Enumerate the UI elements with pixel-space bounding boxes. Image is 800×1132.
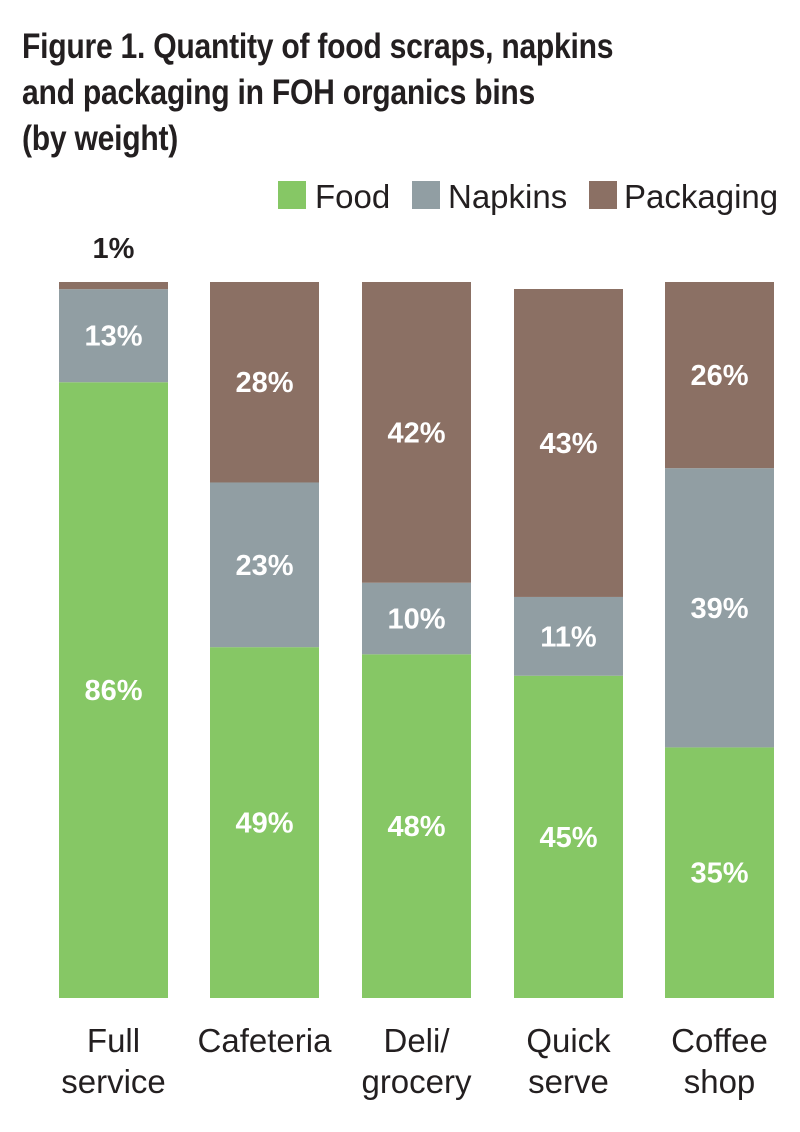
legend-swatch-packaging — [589, 181, 617, 209]
legend: Food Napkins Packaging — [278, 178, 778, 215]
data-label: 13% — [84, 321, 142, 353]
bar-segment-napkins — [362, 582, 471, 655]
data-label: 28% — [235, 367, 293, 399]
chart-title-line: (by weight) — [22, 119, 179, 158]
category-labels: Full service Cafeteria Deli/grocery Quick ser… — [61, 1022, 768, 1100]
category-label: Full — [87, 1022, 140, 1059]
bar-segment-packaging — [362, 282, 471, 583]
bar-segment-napkins — [665, 468, 774, 748]
category-label: Deli/ — [383, 1022, 450, 1059]
chart-title-line: Figure 1. Quantity of food scraps, napki… — [22, 27, 614, 66]
chart-title-line: and packaging in FOH organics bins — [22, 73, 536, 112]
data-label: 86% — [84, 675, 142, 707]
data-label: 43% — [539, 428, 597, 460]
legend-swatch-napkins — [412, 181, 440, 209]
legend-label-food: Food — [315, 178, 390, 215]
bars — [59, 282, 774, 998]
bar-segment-food — [59, 382, 168, 998]
category-label: shop — [684, 1063, 756, 1100]
legend-label-packaging: Packaging — [624, 178, 778, 215]
data-label: 11% — [540, 621, 597, 653]
category-label: grocery — [361, 1063, 472, 1100]
data-label: 49% — [235, 808, 293, 840]
legend-swatch-food — [278, 181, 306, 209]
data-label: 10% — [387, 604, 445, 636]
category-label: serve — [528, 1063, 609, 1100]
category-label: Quick — [526, 1022, 611, 1059]
bar-segment-packaging — [514, 289, 623, 597]
bar-segment-packaging — [665, 282, 774, 469]
data-label: 42% — [387, 417, 445, 449]
bar-segment-packaging — [210, 282, 319, 483]
category-label: service — [61, 1063, 166, 1100]
bar-segment-packaging — [59, 282, 168, 290]
data-label: 26% — [690, 360, 748, 392]
bar-segment-napkins — [210, 482, 319, 648]
data-label: 1% — [93, 233, 135, 265]
bar-segment-napkins — [59, 289, 168, 383]
category-label: Coffee — [671, 1022, 768, 1059]
bar-segment-food — [514, 675, 623, 998]
data-label: 45% — [539, 822, 597, 854]
data-label: 39% — [690, 593, 748, 625]
data-label: 48% — [387, 811, 445, 843]
chart-title: Figure 1. Quantity of food scraps, napki… — [22, 24, 676, 162]
data-labels: 86% 13% 1% 49% 23% 28% 48% 10% 42% 45% 11% 43% 35% 39… — [84, 233, 748, 890]
bar-segment-napkins — [514, 596, 623, 676]
legend-label-napkins: Napkins — [448, 178, 567, 215]
bar-segment-food — [362, 654, 471, 998]
category-label: Cafeteria — [198, 1022, 333, 1059]
data-label: 35% — [690, 858, 748, 890]
bar-segment-food — [210, 647, 319, 998]
bar-segment-food — [665, 747, 774, 998]
data-label: 23% — [235, 550, 293, 582]
